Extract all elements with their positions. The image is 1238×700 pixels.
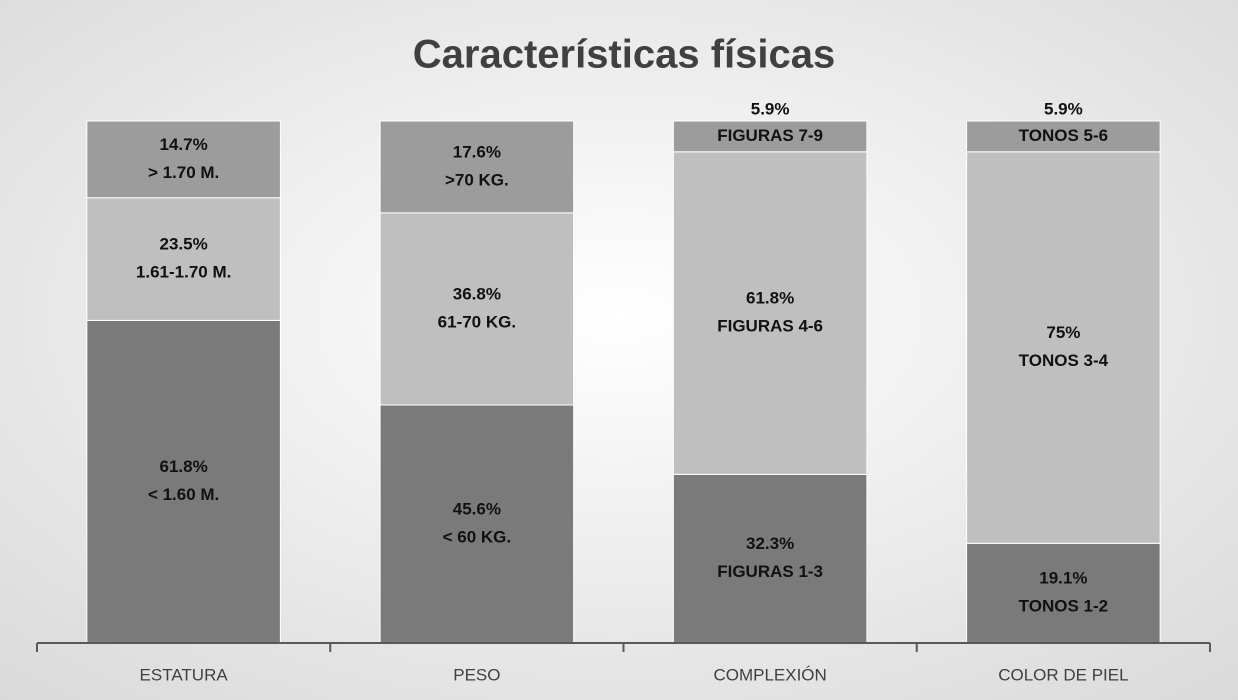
- bar-segment: [86, 319, 281, 644]
- data-label: 19.1%: [1039, 569, 1087, 588]
- segment-label: FIGURAS 7-9: [717, 126, 823, 145]
- data-label: 61.8%: [160, 457, 208, 476]
- data-label: 23.5%: [160, 235, 208, 254]
- data-label: 5.9%: [1044, 99, 1083, 118]
- bar-segment: [672, 473, 868, 644]
- bar-segment: [966, 542, 1161, 644]
- x-tick-label: ESTATURA: [140, 665, 229, 684]
- bar-segment: [966, 120, 1161, 153]
- bar-segment: [379, 120, 575, 214]
- x-tick-label: COMPLEXIÓN: [713, 665, 826, 684]
- segment-label: < 1.60 M.: [148, 485, 219, 504]
- x-tick-label: PESO: [453, 665, 500, 684]
- segment-label: 61-70 KG.: [438, 312, 516, 331]
- segment-label: 1.61-1.70 M.: [136, 263, 231, 282]
- bar-segment: [379, 404, 575, 644]
- data-label: 14.7%: [160, 135, 208, 154]
- segment-label: TONOS 3-4: [1019, 351, 1109, 370]
- segment-label: TONOS 1-2: [1019, 597, 1108, 616]
- segment-label: FIGURAS 1-3: [717, 562, 823, 581]
- segment-label: TONOS 5-6: [1019, 126, 1108, 145]
- bar-segment: [86, 120, 281, 199]
- data-label: 75%: [1046, 323, 1080, 342]
- data-label: 36.8%: [453, 284, 501, 303]
- chart-title: Características físicas: [413, 33, 836, 77]
- bar-segment: [379, 212, 575, 406]
- bar-segment: [966, 151, 1161, 544]
- data-label: 61.8%: [746, 289, 794, 308]
- data-label: 17.6%: [453, 142, 501, 161]
- data-label: 32.3%: [746, 534, 794, 553]
- bar-segment: [86, 197, 281, 321]
- bar-segment: [672, 120, 868, 153]
- data-label: 5.9%: [751, 99, 790, 118]
- segment-label: >70 KG.: [445, 170, 509, 189]
- segment-label: FIGURAS 4-6: [717, 317, 823, 336]
- segment-label: > 1.70 M.: [148, 163, 219, 182]
- bar-segment: [672, 151, 868, 475]
- x-tick-label: COLOR DE PIEL: [998, 665, 1128, 684]
- segment-label: < 60 KG.: [443, 527, 512, 546]
- data-label: 45.6%: [453, 499, 501, 518]
